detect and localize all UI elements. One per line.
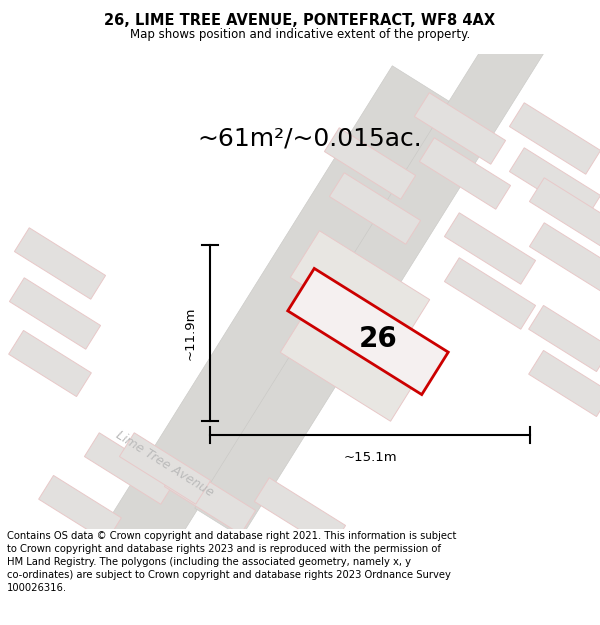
Polygon shape [445, 258, 536, 329]
Polygon shape [529, 177, 600, 249]
Text: ~61m²/~0.015ac.: ~61m²/~0.015ac. [197, 126, 422, 151]
Text: Lime Tree Avenue: Lime Tree Avenue [114, 428, 216, 499]
Polygon shape [529, 222, 600, 294]
Text: ~15.1m: ~15.1m [343, 451, 397, 464]
Text: 26: 26 [359, 326, 397, 354]
Polygon shape [529, 351, 600, 417]
Polygon shape [325, 127, 416, 199]
Polygon shape [280, 306, 419, 421]
Text: 26, LIME TREE AVENUE, PONTEFRACT, WF8 4AX: 26, LIME TREE AVENUE, PONTEFRACT, WF8 4A… [104, 13, 496, 28]
Polygon shape [509, 102, 600, 174]
Polygon shape [288, 268, 448, 394]
Polygon shape [290, 231, 430, 346]
Polygon shape [10, 278, 101, 349]
Polygon shape [164, 462, 256, 534]
Polygon shape [195, 0, 600, 538]
Polygon shape [509, 148, 600, 219]
Text: Map shows position and indicative extent of the property.: Map shows position and indicative extent… [130, 28, 470, 41]
Polygon shape [8, 331, 91, 397]
Text: Contains OS data © Crown copyright and database right 2021. This information is : Contains OS data © Crown copyright and d… [7, 531, 457, 594]
Polygon shape [119, 432, 211, 504]
Polygon shape [445, 213, 536, 284]
Polygon shape [419, 138, 511, 209]
Polygon shape [85, 432, 176, 504]
Polygon shape [529, 306, 600, 372]
Polygon shape [14, 228, 106, 299]
Polygon shape [38, 476, 121, 542]
Text: ~11.9m: ~11.9m [184, 307, 197, 360]
Polygon shape [415, 92, 506, 164]
Polygon shape [329, 173, 421, 244]
Polygon shape [254, 478, 346, 549]
Polygon shape [0, 66, 452, 625]
